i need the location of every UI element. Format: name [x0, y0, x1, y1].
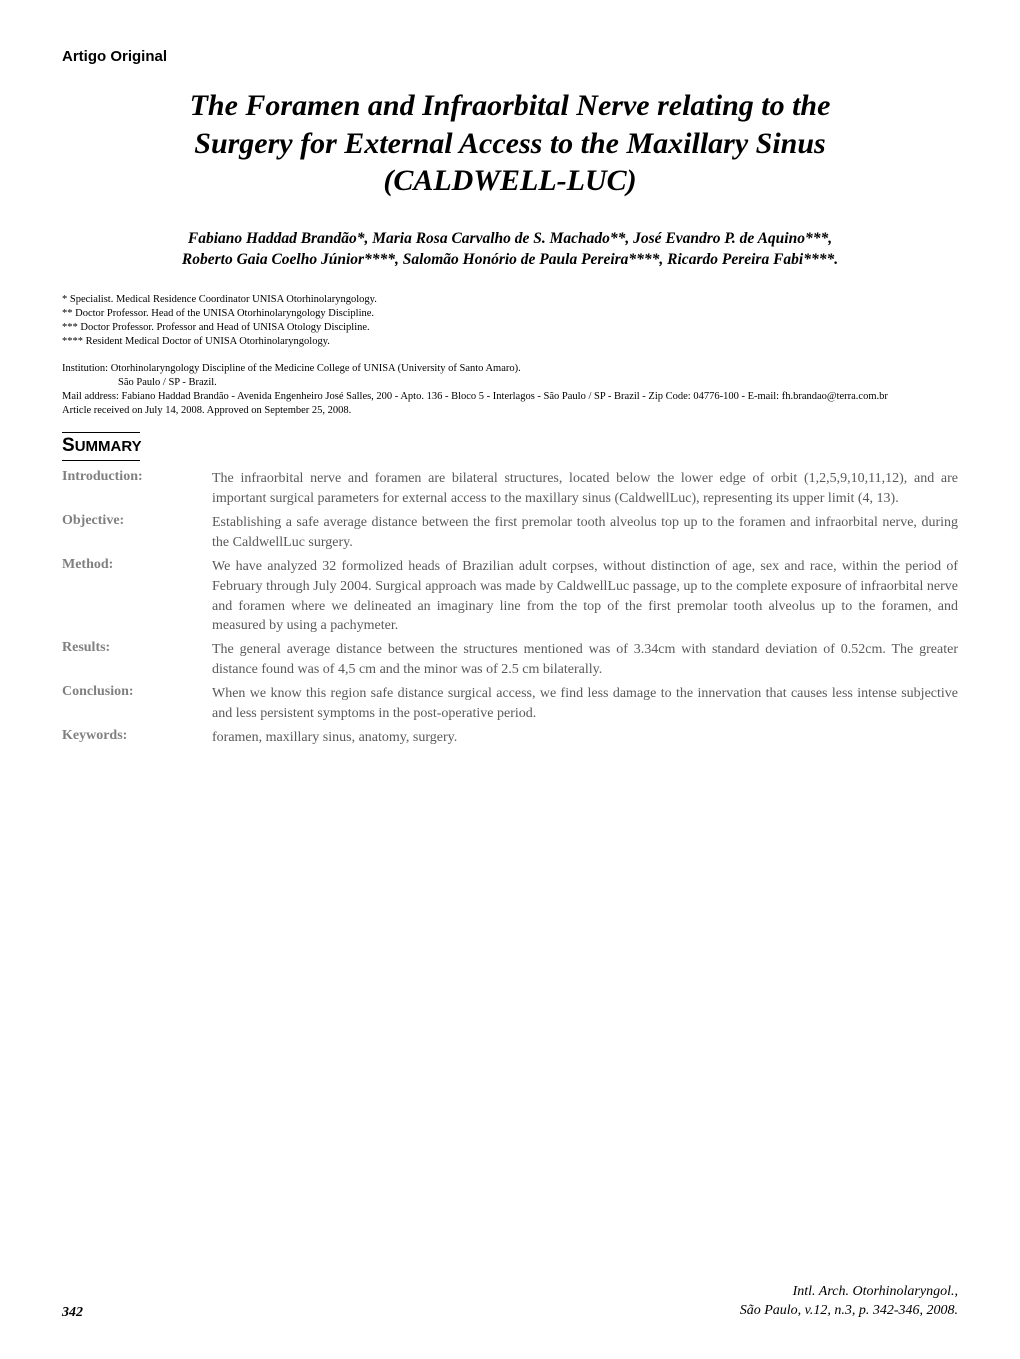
- summary-row: Conclusion: When we know this region saf…: [62, 684, 958, 728]
- authors-line-1: Fabiano Haddad Brandão*, Maria Rosa Carv…: [62, 228, 958, 250]
- summary-row: Method: We have analyzed 32 formolized h…: [62, 557, 958, 641]
- page-footer: 342 Intl. Arch. Otorhinolaryngol., São P…: [62, 1283, 958, 1321]
- summary-heading-wrapper: SUMMARY: [62, 432, 140, 461]
- mail-address: Mail address: Fabiano Haddad Brandão - A…: [62, 390, 958, 404]
- summary-text-keywords: foramen, maxillary sinus, anatomy, surge…: [212, 728, 958, 752]
- summary-row: Objective: Establishing a safe average d…: [62, 513, 958, 557]
- summary-text-conclusion: When we know this region safe distance s…: [212, 684, 958, 728]
- article-title: The Foramen and Infraorbital Nerve relat…: [92, 87, 928, 200]
- summary-text-introduction: The infraorbital nerve and foramen are b…: [212, 469, 958, 513]
- summary-table: Introduction: The infraorbital nerve and…: [62, 469, 958, 751]
- institution-line-1: Institution: Otorhinolaryngology Discipl…: [62, 362, 958, 376]
- title-line-2: Surgery for External Access to the Maxil…: [92, 125, 928, 163]
- summary-label-method: Method:: [62, 557, 212, 641]
- affiliation-item: *** Doctor Professor. Professor and Head…: [62, 321, 958, 335]
- summary-label-keywords: Keywords:: [62, 728, 212, 752]
- summary-label-objective: Objective:: [62, 513, 212, 557]
- authors-block: Fabiano Haddad Brandão*, Maria Rosa Carv…: [62, 228, 958, 271]
- summary-row: Introduction: The infraorbital nerve and…: [62, 469, 958, 513]
- summary-text-results: The general average distance between the…: [212, 640, 958, 684]
- page-number: 342: [62, 1305, 83, 1321]
- title-line-3: (CALDWELL-LUC): [92, 162, 928, 200]
- summary-row: Keywords: foramen, maxillary sinus, anat…: [62, 728, 958, 752]
- affiliation-item: ** Doctor Professor. Head of the UNISA O…: [62, 307, 958, 321]
- summary-row: Results: The general average distance be…: [62, 640, 958, 684]
- affiliations-block: * Specialist. Medical Residence Coordina…: [62, 293, 958, 350]
- summary-text-objective: Establishing a safe average distance bet…: [212, 513, 958, 557]
- authors-line-2: Roberto Gaia Coelho Júnior****, Salomão …: [62, 249, 958, 271]
- summary-heading: SUMMARY: [62, 433, 140, 461]
- summary-label-conclusion: Conclusion:: [62, 684, 212, 728]
- journal-info: Intl. Arch. Otorhinolaryngol., São Paulo…: [740, 1283, 958, 1321]
- article-dates: Article received on July 14, 2008. Appro…: [62, 404, 958, 418]
- summary-label-results: Results:: [62, 640, 212, 684]
- summary-label-introduction: Introduction:: [62, 469, 212, 513]
- title-line-1: The Foramen and Infraorbital Nerve relat…: [92, 87, 928, 125]
- institution-line-2: São Paulo / SP - Brazil.: [118, 376, 958, 390]
- journal-line-2: São Paulo, v.12, n.3, p. 342-346, 2008.: [740, 1302, 958, 1321]
- institution-block: Institution: Otorhinolaryngology Discipl…: [62, 362, 958, 419]
- affiliation-item: * Specialist. Medical Residence Coordina…: [62, 293, 958, 307]
- section-label: Artigo Original: [62, 48, 958, 65]
- journal-line-1: Intl. Arch. Otorhinolaryngol.,: [740, 1283, 958, 1302]
- affiliation-item: **** Resident Medical Doctor of UNISA Ot…: [62, 335, 958, 349]
- summary-text-method: We have analyzed 32 formolized heads of …: [212, 557, 958, 641]
